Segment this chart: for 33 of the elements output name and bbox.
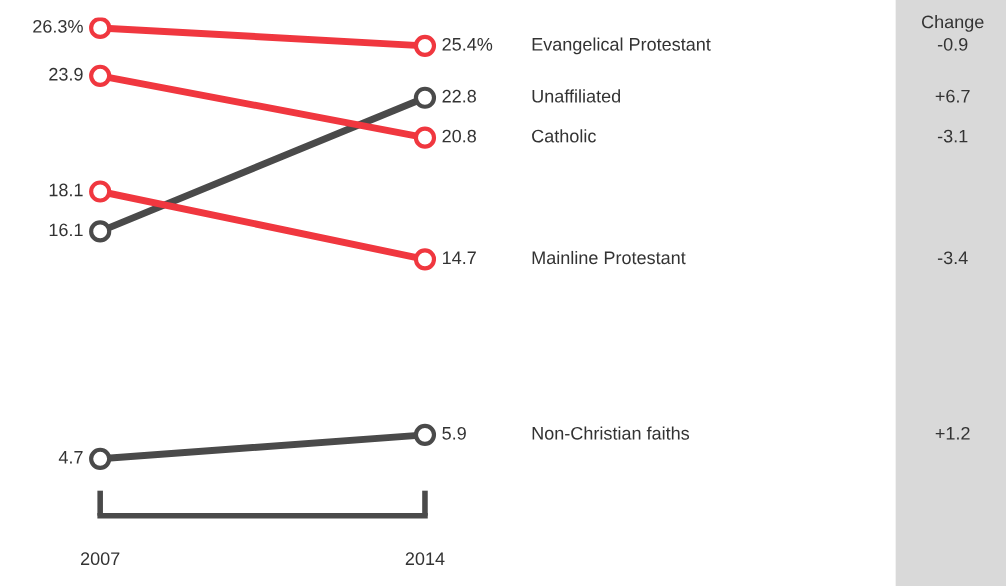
text: -0.9	[937, 37, 968, 51]
data-label: 4.7	[58, 451, 83, 464]
data-label: 22.8	[442, 89, 476, 103]
point	[413, 423, 437, 446]
text: -3.1	[937, 129, 968, 143]
point	[89, 17, 112, 40]
data-label: 25.4%	[442, 37, 493, 51]
data-label: 5.9	[442, 426, 466, 440]
text: Catholic	[532, 129, 596, 143]
point	[89, 447, 112, 470]
data-label: 18.1	[49, 183, 83, 197]
text: +1.2	[935, 426, 970, 440]
point	[89, 220, 112, 243]
data-label: 16.1	[49, 223, 83, 237]
point	[89, 64, 112, 87]
point	[413, 248, 437, 271]
text: +6.7	[935, 89, 970, 103]
point	[413, 34, 437, 57]
data-label: 20.8	[442, 129, 476, 143]
text: Mainline Protestant	[532, 250, 686, 265]
data-label: 14.7	[443, 251, 476, 264]
point	[89, 180, 112, 203]
text: Change	[921, 15, 984, 32]
point	[413, 86, 437, 109]
point	[413, 126, 437, 149]
data-label: 23.9	[49, 67, 83, 81]
text: Non-Christian faiths	[532, 426, 690, 440]
text: Unaffiliated	[532, 89, 621, 103]
data-label: 26.3%	[33, 19, 83, 33]
text: Evangelical Protestant	[532, 37, 711, 55]
text: -3.4	[937, 251, 968, 265]
x-tick-label: 2014	[405, 552, 445, 566]
x-tick-label: 2007	[81, 552, 120, 566]
